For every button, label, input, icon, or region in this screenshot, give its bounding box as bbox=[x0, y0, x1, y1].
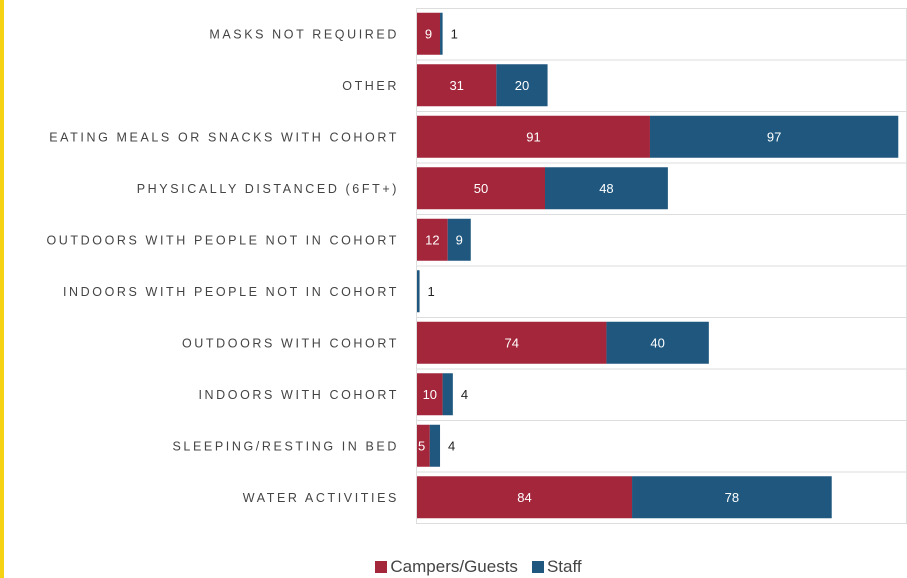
bar-staff bbox=[447, 218, 471, 261]
bar-staff bbox=[440, 12, 443, 55]
data-label-campers: 5 bbox=[418, 438, 425, 453]
bar-staff bbox=[545, 167, 668, 210]
data-label-staff: 1 bbox=[451, 26, 458, 41]
chart-legend: Campers/Guests Staff bbox=[0, 556, 907, 578]
category-label: INDOORS WITH COHORT bbox=[198, 388, 399, 402]
data-label-campers: 91 bbox=[526, 129, 540, 144]
category-label: SLEEPING/RESTING IN BED bbox=[172, 439, 399, 453]
data-label-staff: 1 bbox=[428, 284, 435, 299]
bar-staff bbox=[632, 476, 832, 519]
legend-item-staff[interactable]: Staff bbox=[531, 557, 582, 577]
legend-label-staff: Staff bbox=[546, 557, 582, 576]
bar-campers bbox=[417, 321, 607, 364]
category-label: EATING MEALS OR SNACKS WITH COHORT bbox=[49, 130, 399, 144]
data-label-staff: 9 bbox=[456, 232, 463, 247]
bar-staff bbox=[442, 373, 453, 416]
data-label-campers: 84 bbox=[517, 490, 531, 505]
bar-staff bbox=[649, 115, 899, 158]
data-label-campers: 50 bbox=[474, 181, 488, 196]
bar-campers bbox=[417, 373, 443, 416]
data-label-staff: 97 bbox=[767, 129, 781, 144]
legend-item-campers[interactable]: Campers/Guests bbox=[375, 557, 518, 577]
bar-staff bbox=[429, 424, 441, 467]
data-label-staff: 4 bbox=[461, 387, 468, 402]
bar-campers bbox=[417, 167, 545, 210]
category-label: OUTDOORS WITH COHORT bbox=[182, 336, 399, 350]
category-label: MASKS NOT REQUIRED bbox=[209, 27, 399, 41]
category-label: INDOORS WITH PEOPLE NOT IN COHORT bbox=[63, 285, 399, 299]
data-label-campers: 74 bbox=[504, 335, 518, 350]
data-label-staff: 40 bbox=[650, 335, 664, 350]
bar-campers bbox=[417, 424, 430, 467]
category-label: WATER ACTIVITIES bbox=[243, 491, 399, 505]
legend-label-campers: Campers/Guests bbox=[390, 557, 518, 576]
data-label-campers: 9 bbox=[425, 26, 432, 41]
category-label: OUTDOORS WITH PEOPLE NOT IN COHORT bbox=[46, 233, 399, 247]
bar-campers bbox=[417, 115, 650, 158]
bar-campers bbox=[417, 476, 633, 519]
accent-bar bbox=[0, 0, 4, 578]
data-label-campers: 10 bbox=[423, 387, 437, 402]
data-label-staff: 78 bbox=[725, 490, 739, 505]
bar-staff bbox=[496, 64, 548, 107]
data-label-staff: 20 bbox=[515, 78, 529, 93]
category-label: PHYSICALLY DISTANCED (6FT+) bbox=[137, 182, 399, 196]
data-label-staff: 48 bbox=[599, 181, 613, 196]
bar-campers bbox=[417, 12, 441, 55]
bar-campers bbox=[417, 64, 497, 107]
bar-staff bbox=[417, 270, 420, 313]
category-label: OTHER bbox=[342, 79, 399, 93]
data-label-staff: 4 bbox=[448, 438, 455, 453]
bar-campers bbox=[417, 218, 448, 261]
data-label-campers: 31 bbox=[449, 78, 463, 93]
bar-staff bbox=[606, 321, 709, 364]
legend-swatch-staff bbox=[531, 561, 544, 573]
data-label-campers: 12 bbox=[425, 232, 439, 247]
legend-swatch-campers bbox=[375, 561, 388, 573]
